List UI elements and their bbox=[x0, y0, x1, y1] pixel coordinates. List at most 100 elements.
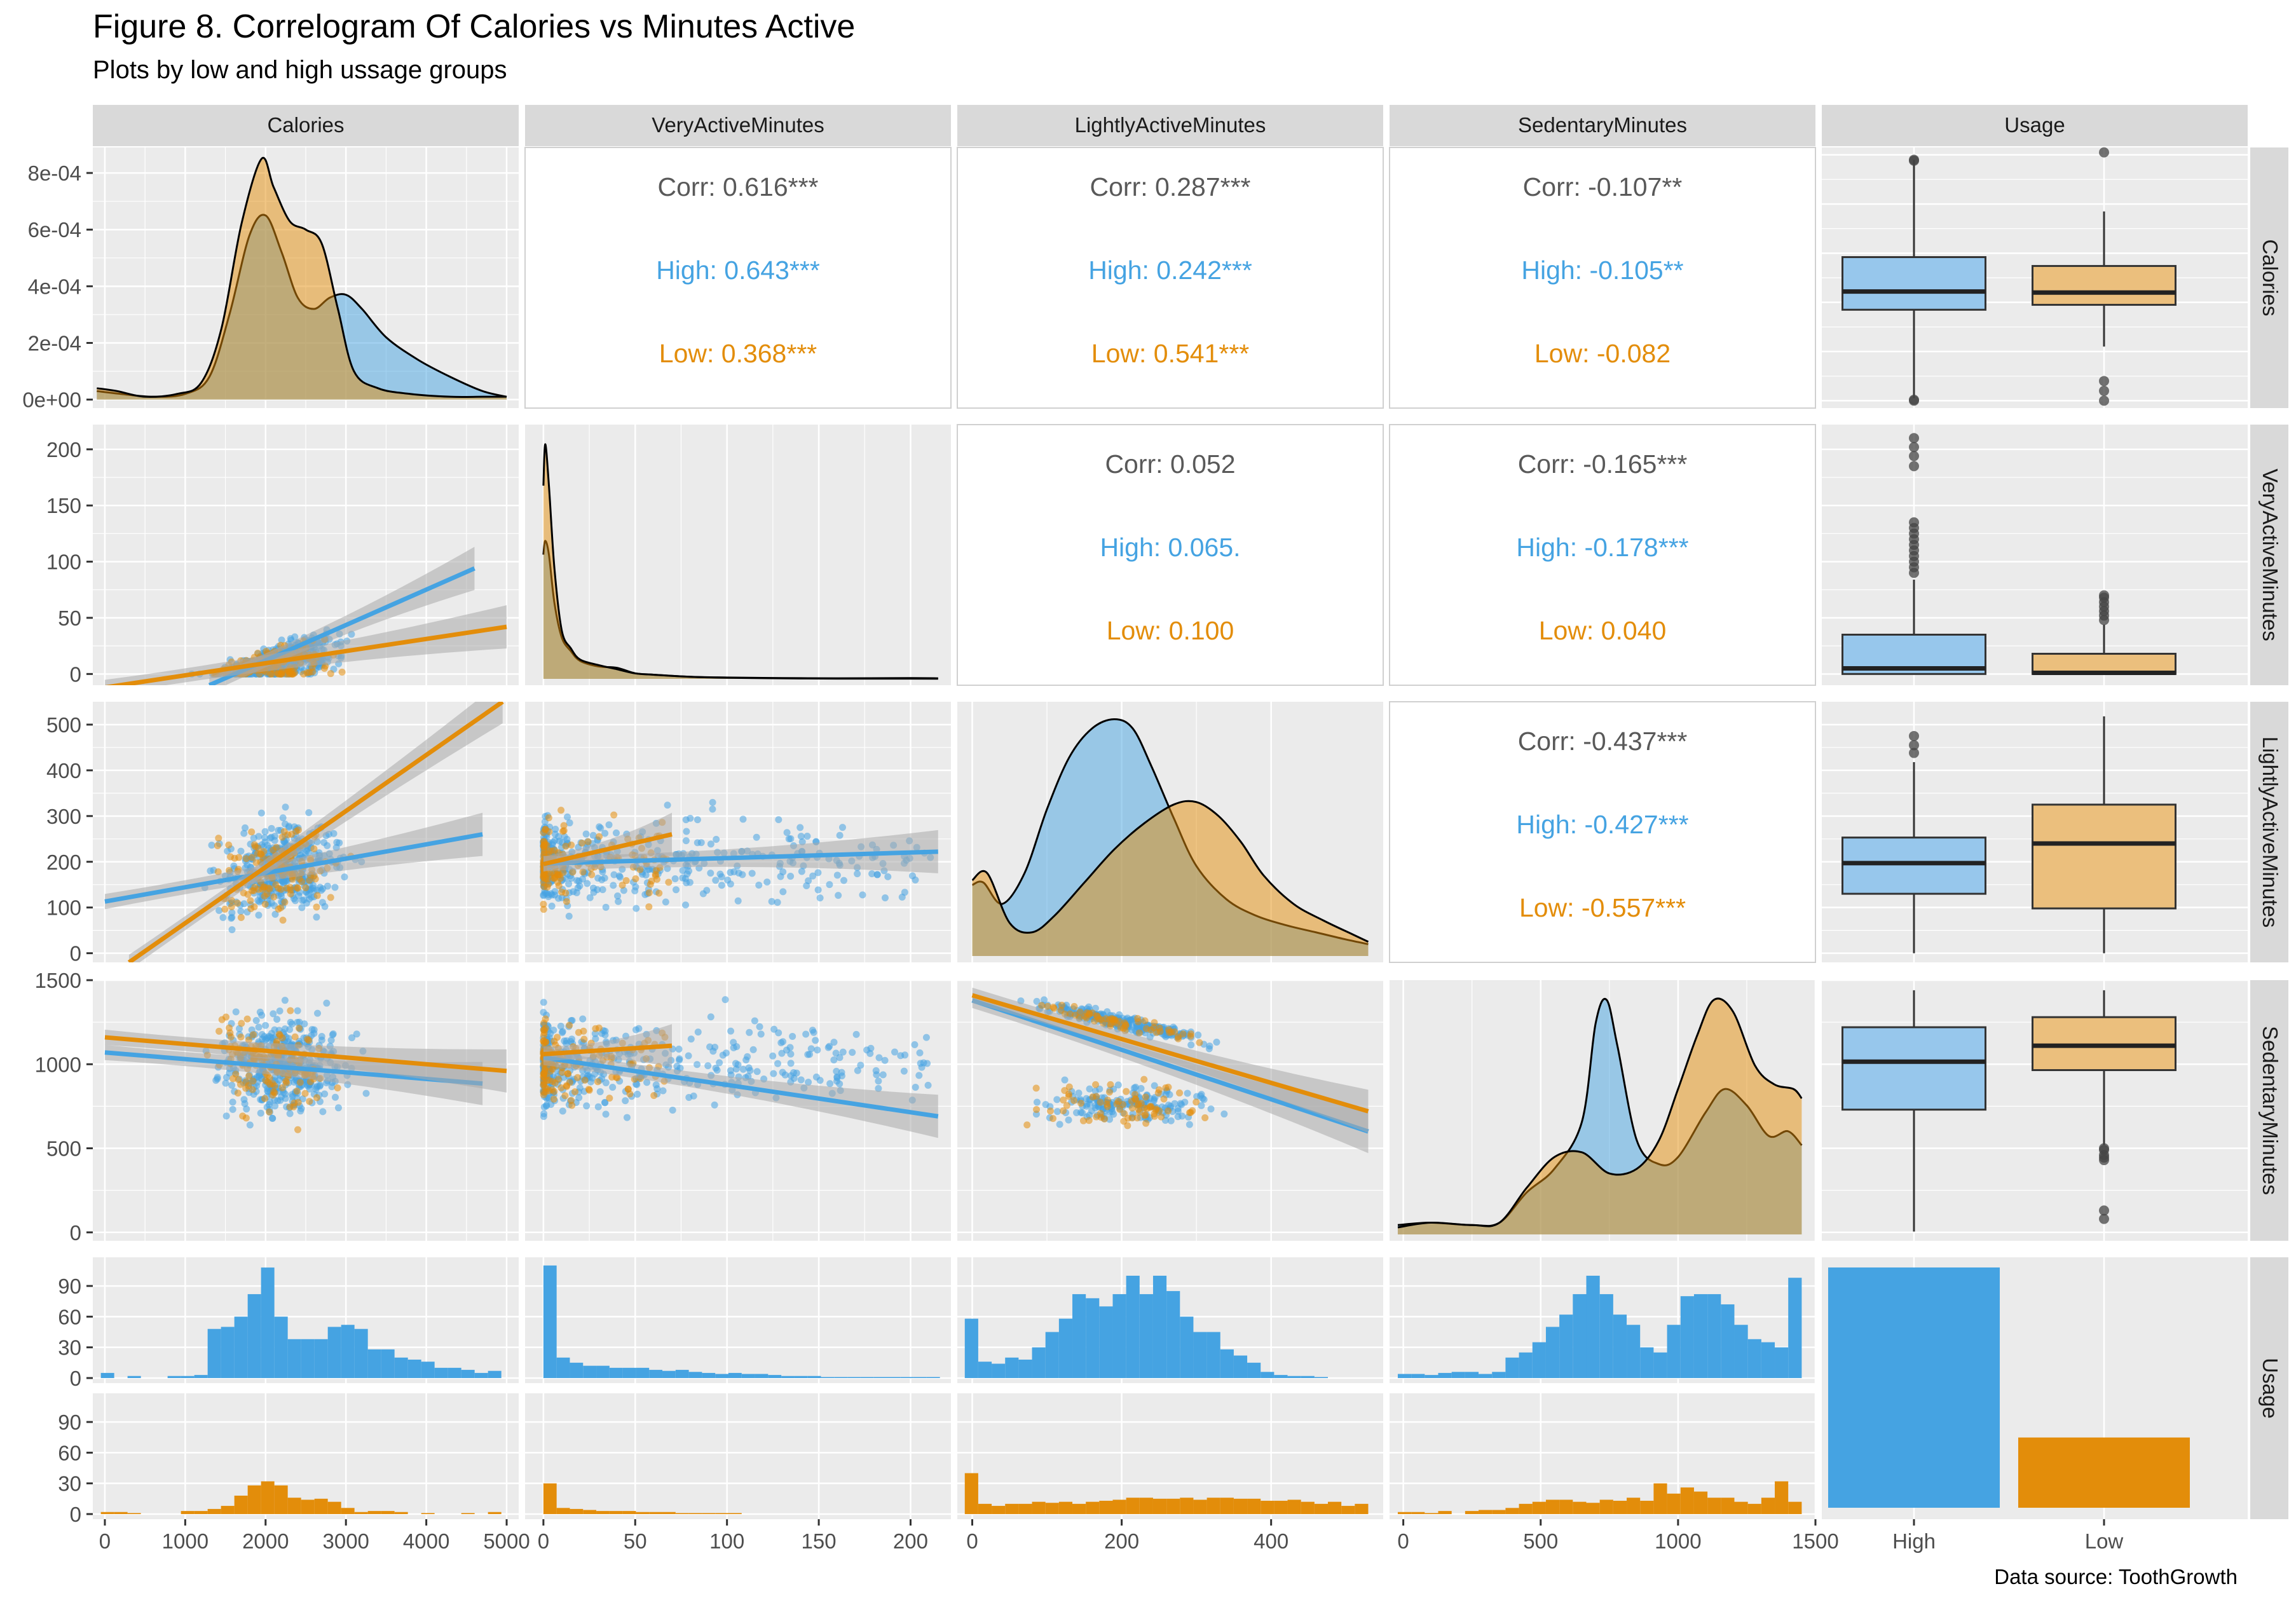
scatter-point-low bbox=[327, 894, 334, 901]
scatter-point-high bbox=[915, 1072, 923, 1079]
histogram-bar-low bbox=[1505, 1508, 1519, 1514]
histogram-bar-low bbox=[1747, 1503, 1761, 1514]
scatter-point-high bbox=[868, 870, 876, 878]
scatter-point-high bbox=[215, 906, 223, 914]
scatter-layer bbox=[540, 996, 939, 1138]
scatter-point-high bbox=[548, 902, 556, 910]
scatter-point-high bbox=[236, 1025, 243, 1032]
scatter-point-high bbox=[561, 1037, 568, 1045]
scatter-point-high bbox=[598, 1030, 606, 1037]
scatter-point-low bbox=[645, 903, 653, 911]
scatter-point-high bbox=[301, 1020, 308, 1028]
scatter-point-high bbox=[208, 842, 215, 849]
scatter-point-high bbox=[257, 1109, 264, 1117]
scatter-point-low bbox=[1117, 1024, 1124, 1032]
scatter-point-low bbox=[283, 1079, 290, 1086]
scatter-point-high bbox=[313, 913, 320, 921]
scatter-point-low bbox=[563, 898, 570, 905]
boxplot-outlier-low bbox=[2099, 376, 2109, 386]
scatter-point-high bbox=[833, 1067, 840, 1075]
scatter-point-low bbox=[242, 1078, 250, 1086]
histogram-panel-veryactiveminutes-low bbox=[525, 1393, 951, 1519]
scatter-point-high bbox=[288, 1020, 296, 1028]
histogram-bar-low bbox=[1667, 1493, 1681, 1514]
histogram-bar-low bbox=[1680, 1487, 1694, 1514]
histogram-bar-low bbox=[964, 1473, 978, 1514]
scatter-point-high bbox=[632, 905, 640, 912]
histogram-bar-high bbox=[127, 1376, 141, 1378]
x-tick-label-veryactiveminutes: 100 bbox=[709, 1529, 744, 1553]
histogram-bar-high bbox=[847, 1377, 861, 1378]
scatter-point-high bbox=[697, 839, 705, 847]
scatter-point-low bbox=[301, 1089, 309, 1097]
y-tick-label: 90 bbox=[58, 1410, 81, 1434]
histogram-bar-low bbox=[301, 1499, 315, 1514]
strip-right-lightlyactiveminutes bbox=[2250, 702, 2288, 962]
scatter-point-low bbox=[1044, 1002, 1051, 1010]
scatter-point-high bbox=[805, 1079, 812, 1086]
scatter-point-high bbox=[924, 1060, 931, 1067]
scatter-point-low bbox=[1141, 1112, 1149, 1119]
scatter-point-high bbox=[797, 1076, 805, 1084]
scatter-point-low bbox=[1060, 1096, 1067, 1104]
scatter-point-low bbox=[636, 866, 644, 873]
scatter-point-high bbox=[796, 824, 804, 831]
scatter-point-high bbox=[687, 1035, 695, 1043]
histogram-bar-high bbox=[1775, 1347, 1789, 1378]
scatter-point-high bbox=[222, 1079, 229, 1087]
histogram-bar-high bbox=[1314, 1377, 1329, 1378]
scatter-point-low bbox=[563, 1082, 570, 1089]
boxplot-box-high bbox=[1842, 256, 1986, 311]
scatter-point-high bbox=[732, 1065, 740, 1073]
histogram-bar-high bbox=[887, 1377, 901, 1378]
scatter-point-low bbox=[588, 871, 596, 878]
histogram-bar-low bbox=[688, 1513, 702, 1514]
scatter-point-high bbox=[798, 868, 805, 875]
scatter-point-low bbox=[559, 868, 567, 876]
regression-line-low bbox=[971, 993, 1369, 1114]
corr-high-label: High: 0.242*** bbox=[1088, 256, 1252, 285]
histogram-bar-high bbox=[1519, 1352, 1533, 1378]
regression-band-low bbox=[104, 605, 507, 685]
scatter-point-low bbox=[608, 1074, 616, 1081]
y-tick-label: 30 bbox=[58, 1336, 81, 1360]
scatter-point-high bbox=[610, 882, 617, 889]
scatter-point-high bbox=[873, 1071, 880, 1079]
histogram-bar-high bbox=[728, 1372, 742, 1378]
scatter-point-high bbox=[814, 869, 822, 877]
scatter-point-high bbox=[769, 1052, 777, 1060]
histogram-bar-low bbox=[247, 1485, 261, 1514]
scatter-point-high bbox=[884, 873, 892, 880]
scatter-point-high bbox=[891, 1048, 899, 1056]
histogram-bar-low bbox=[261, 1481, 275, 1514]
scatter-point-high bbox=[712, 877, 720, 884]
scatter-point-high bbox=[632, 1026, 639, 1034]
histogram-bar-low bbox=[1693, 1491, 1708, 1514]
x-tick-label-lightlyactiveminutes: 200 bbox=[1104, 1529, 1139, 1553]
scatter-point-high bbox=[739, 1065, 747, 1073]
scatter-point-high bbox=[333, 838, 341, 846]
scatter-point-high bbox=[812, 1037, 819, 1044]
density-line-low bbox=[1397, 997, 1803, 1229]
histogram-gridlines bbox=[525, 1257, 951, 1383]
strip-right-usage bbox=[2250, 1257, 2288, 1519]
scatter-point-high bbox=[676, 1055, 683, 1063]
histogram-bar-high bbox=[1032, 1347, 1046, 1378]
scatter-point-low bbox=[294, 1126, 301, 1133]
scatter-point-high bbox=[704, 1062, 712, 1070]
scatter-point-high bbox=[219, 913, 227, 921]
histogram-bar-high bbox=[167, 1376, 181, 1378]
scatter-point-low bbox=[1104, 1096, 1112, 1104]
scatter-point-high bbox=[718, 873, 725, 880]
scatter-point-high bbox=[1114, 1081, 1122, 1089]
histogram-bar-high bbox=[715, 1374, 728, 1378]
strip-label-veryactiveminutes: VeryActiveMinutes bbox=[652, 113, 824, 137]
scatter-point-high bbox=[596, 823, 603, 831]
scatter-point-high bbox=[228, 1081, 236, 1089]
corr-low-label: Low: -0.557*** bbox=[1519, 893, 1686, 922]
scatter-point-high bbox=[755, 881, 763, 889]
scatter-point-low bbox=[261, 1095, 268, 1102]
scatter-point-high bbox=[839, 824, 847, 831]
scatter-point-high bbox=[835, 892, 842, 899]
scatter-point-low bbox=[292, 828, 300, 835]
